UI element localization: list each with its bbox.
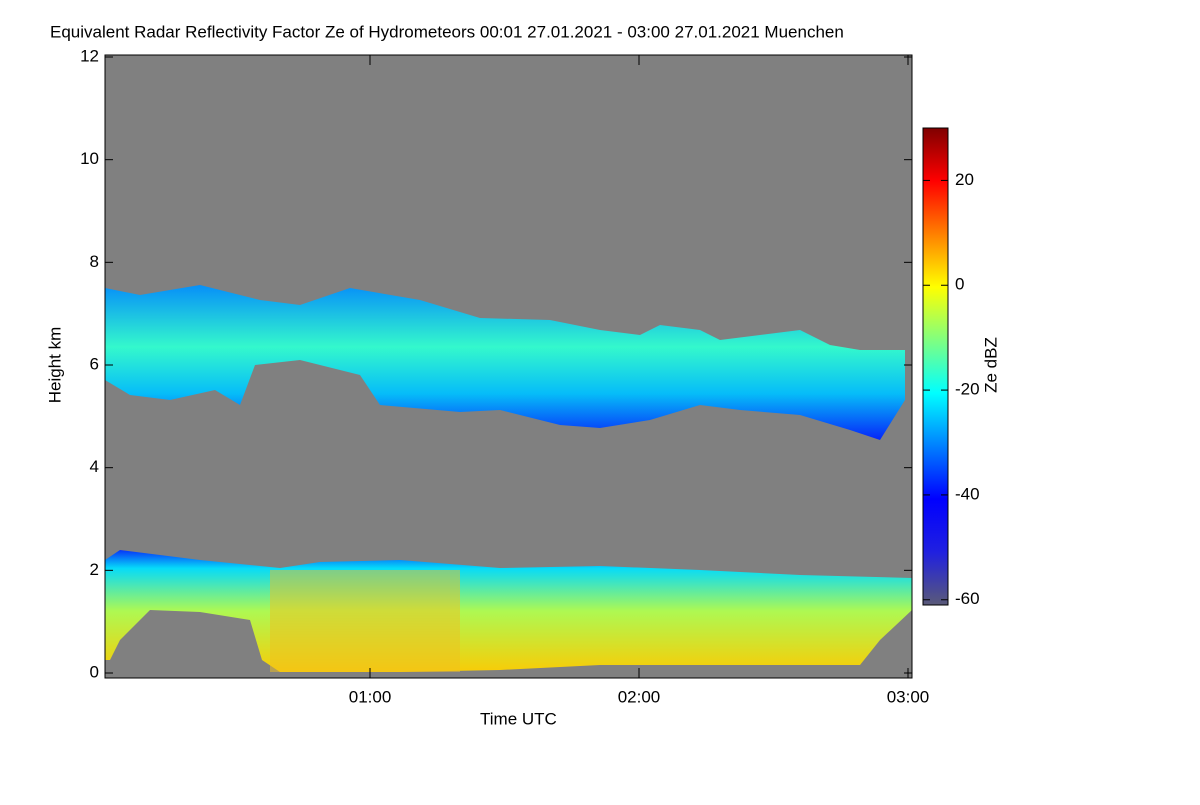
x-axis-title: Time UTC <box>480 709 557 728</box>
y-tick-label: 2 <box>90 560 99 579</box>
y-axis-title: Height km <box>45 327 64 404</box>
y-tick-label: 10 <box>80 149 99 168</box>
colorbar-tick-label: 0 <box>955 275 964 294</box>
plot-frame <box>104 54 913 679</box>
y-tick-label: 12 <box>80 46 99 65</box>
x-tick-label: 03:00 <box>887 687 930 706</box>
upper-cloud <box>105 285 905 440</box>
colorbar-title: Ze dBZ <box>981 337 1000 393</box>
colorbar <box>922 127 949 606</box>
colorbar-tick-label: 20 <box>955 170 974 189</box>
x-tick-label: 01:00 <box>349 687 392 706</box>
x-tick-label: 02:00 <box>618 687 661 706</box>
radar-echoes <box>105 285 912 672</box>
colorbar-tick-label: -20 <box>955 380 980 399</box>
y-tick-label: 8 <box>90 252 99 271</box>
lower-cloud-core <box>270 570 460 672</box>
colorbar-tick-label: -60 <box>955 589 980 608</box>
y-tick-label: 0 <box>90 662 99 681</box>
y-tick-label: 6 <box>90 354 99 373</box>
y-tick-label: 4 <box>90 457 99 476</box>
colorbar-tick-label: -40 <box>955 484 980 503</box>
chart-title: Equivalent Radar Reflectivity Factor Ze … <box>50 22 844 41</box>
